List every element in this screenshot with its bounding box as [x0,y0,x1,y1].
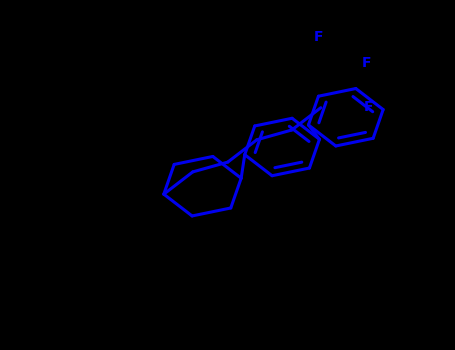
Text: F: F [314,30,324,44]
Text: F: F [362,56,371,70]
Text: F: F [364,100,374,114]
